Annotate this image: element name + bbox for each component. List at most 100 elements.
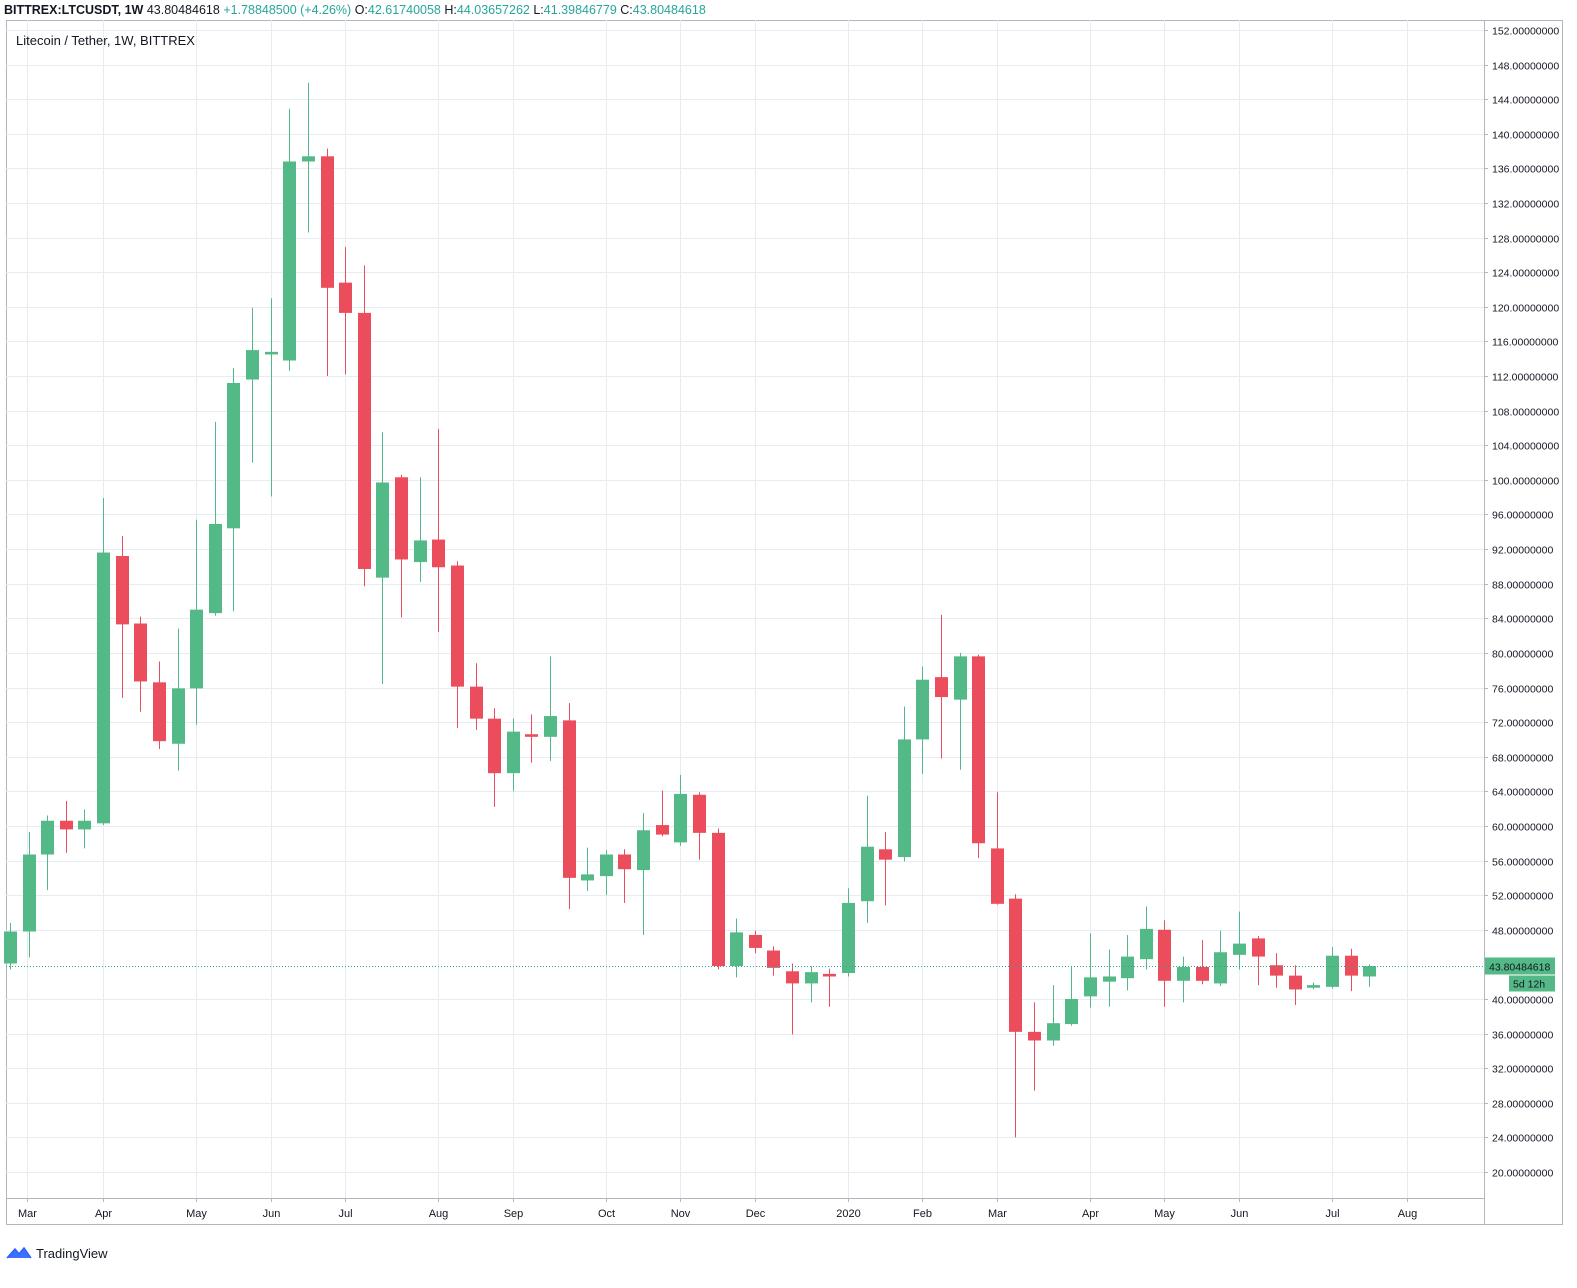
candle-body — [134, 623, 147, 682]
price-axis[interactable]: 152.00000000 148.00000000 144.00000000 140.… — [1484, 26, 1559, 1180]
candle-body — [618, 854, 631, 870]
price-tick-label: 140.00000000 — [1492, 130, 1559, 142]
price-tick-label: 68.00000000 — [1492, 753, 1553, 765]
candle-body — [1363, 966, 1376, 977]
price-tick-label: 80.00000000 — [1492, 649, 1553, 661]
candle — [972, 654, 985, 858]
price-tick-label: 144.00000000 — [1492, 95, 1559, 107]
price-tick-label: 84.00000000 — [1492, 614, 1553, 626]
candle — [339, 247, 352, 375]
candle-body — [358, 312, 371, 569]
time-tick-label: Mar — [18, 1208, 37, 1220]
price-tick-label: 112.00000000 — [1492, 372, 1559, 384]
open-value: 42.61740058 — [367, 3, 441, 17]
candle — [730, 918, 743, 978]
price-tick-label: 28.00000000 — [1492, 1099, 1553, 1111]
candle — [1177, 956, 1190, 1003]
candle — [823, 968, 836, 1007]
candle-body — [1009, 898, 1022, 1032]
candle — [693, 792, 706, 860]
candle-body — [563, 720, 576, 878]
candle-body — [246, 350, 259, 380]
candle-body — [507, 731, 520, 774]
candle — [60, 800, 73, 853]
candle-body — [861, 846, 874, 902]
candle-body — [730, 932, 743, 967]
candle-body — [954, 656, 967, 700]
candle-body — [414, 540, 427, 563]
candle-body — [1177, 966, 1190, 981]
candle — [265, 298, 278, 497]
candle — [1289, 965, 1302, 1006]
candle-body — [842, 902, 855, 974]
time-axis[interactable]: Mar Apr May Jun Jul Aug Sep Oct Nov Dec 2020 Feb Mar… — [18, 1198, 1417, 1220]
price-tick-label: 96.00000000 — [1492, 510, 1553, 522]
candle — [358, 265, 371, 587]
candle-body — [265, 351, 278, 355]
high-label: H: — [444, 3, 457, 17]
candle-body — [1084, 977, 1097, 997]
candle-body — [1047, 1023, 1060, 1041]
close-label: C: — [620, 3, 633, 17]
candle-body — [470, 686, 483, 719]
candle-body — [600, 854, 613, 877]
tradingview-logo-icon — [6, 1246, 32, 1259]
candle-body — [656, 825, 669, 835]
candle-body — [712, 832, 725, 967]
price-tick-label: 92.00000000 — [1492, 545, 1553, 557]
candle — [209, 421, 222, 616]
time-tick-label: May — [186, 1208, 207, 1220]
price-tick-label: 40.00000000 — [1492, 995, 1553, 1007]
candle — [1270, 953, 1283, 988]
tradingview-brand-label: TradingView — [36, 1245, 108, 1261]
candle — [954, 652, 967, 770]
candle-body — [1214, 952, 1227, 984]
time-tick-label: Jul — [338, 1208, 352, 1220]
candle — [1028, 1002, 1041, 1091]
candle — [227, 368, 240, 612]
candle-body — [935, 677, 948, 698]
candle-body — [209, 524, 222, 614]
candle — [1252, 935, 1265, 986]
time-tick-label: Feb — [913, 1208, 932, 1220]
time-tick-label: Aug — [429, 1208, 449, 1220]
price-tick-label: 116.00000000 — [1492, 337, 1559, 349]
last-price-tag — [1485, 957, 1555, 975]
time-tick-label: Sep — [504, 1208, 524, 1220]
candle — [767, 946, 780, 976]
candle — [525, 714, 538, 763]
symbol-label[interactable]: BITTREX:LTCUSDT, 1W — [4, 3, 144, 17]
candle-body — [41, 820, 54, 855]
candle-body — [637, 830, 650, 871]
price-tick-label: 88.00000000 — [1492, 580, 1553, 592]
candle — [1345, 948, 1358, 992]
candle — [1214, 930, 1227, 986]
candle — [321, 148, 334, 377]
price-tick-label: 36.00000000 — [1492, 1030, 1553, 1042]
candle — [1084, 933, 1097, 1008]
candle — [563, 703, 576, 909]
candles-layer — [4, 82, 1484, 1138]
candle-body — [805, 972, 818, 984]
price-tick-label: 60.00000000 — [1492, 822, 1553, 834]
price-tick-label: 100.00000000 — [1492, 476, 1559, 488]
candle — [488, 708, 501, 807]
chart-title: Litecoin / Tether, 1W, BITTREX — [16, 33, 195, 48]
candle-body — [1103, 976, 1116, 982]
candle — [78, 809, 91, 849]
candle-body — [991, 848, 1004, 904]
candle — [376, 432, 389, 685]
candle-body — [227, 382, 240, 529]
open-label: O: — [354, 3, 368, 17]
footer-brand[interactable]: TradingView — [6, 1242, 108, 1264]
candle-body — [1270, 965, 1283, 976]
candle-body — [916, 679, 929, 740]
candle — [786, 963, 799, 1035]
time-tick-label: Oct — [598, 1208, 615, 1220]
candle — [97, 498, 110, 826]
candle-body — [283, 161, 296, 361]
candle — [581, 847, 594, 891]
price-chart[interactable]: 152.00000000 148.00000000 144.00000000 140.… — [0, 0, 1577, 1240]
candle-body — [23, 854, 36, 932]
candle — [935, 614, 948, 759]
